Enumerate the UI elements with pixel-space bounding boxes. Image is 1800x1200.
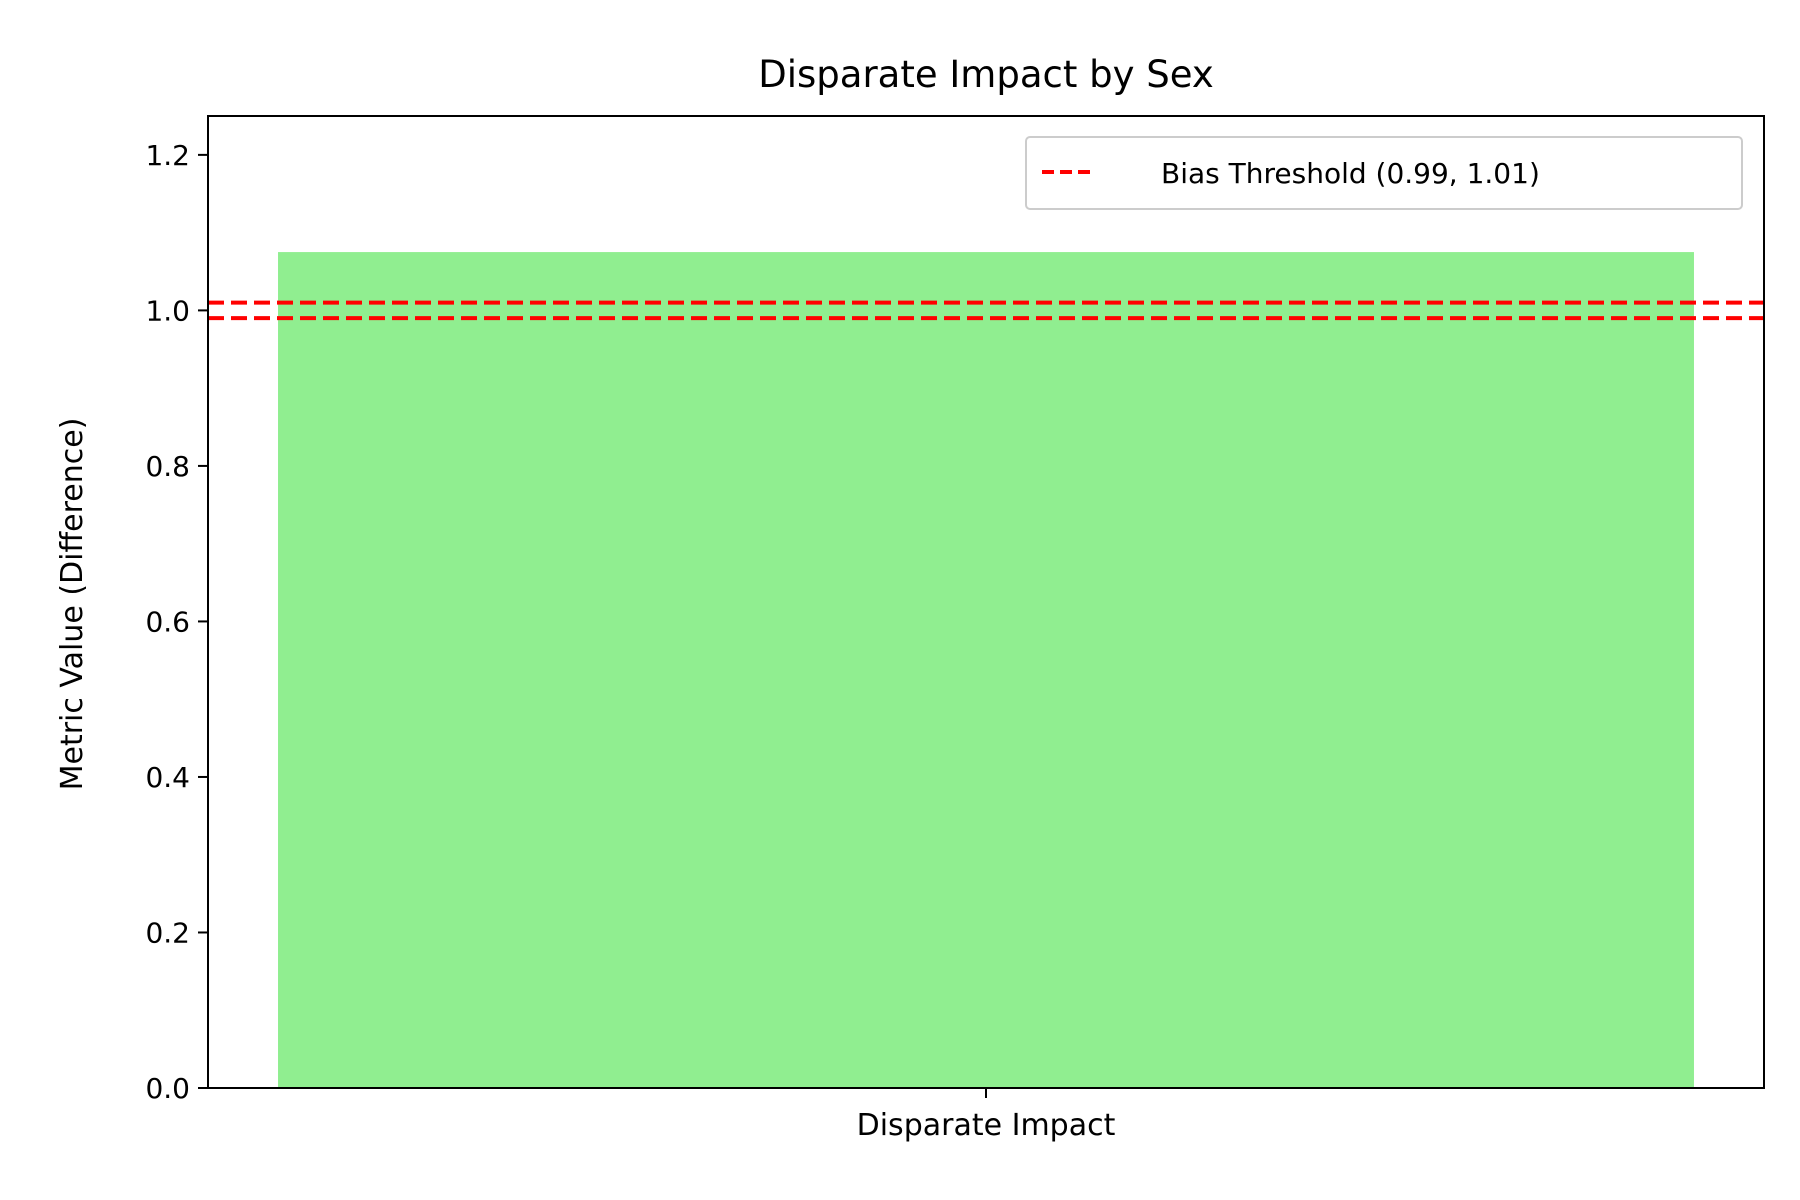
legend-box (1025, 136, 1743, 210)
y-tick-label: 0.2 (145, 916, 190, 949)
legend-entry-label: Bias Threshold (0.99, 1.01) (1161, 157, 1540, 190)
x-tick-label: Disparate Impact (857, 1108, 1116, 1143)
axes-frame (207, 115, 1765, 1089)
y-tick-label: 0.0 (145, 1072, 190, 1105)
y-tick-label: 1.0 (145, 294, 190, 327)
y-tick-label: 1.2 (145, 139, 190, 172)
bar-disparate-impact (278, 252, 1694, 1088)
y-tick-label: 0.4 (145, 761, 190, 794)
y-axis-label: Metric Value (Difference) (55, 418, 90, 791)
chart-title: Disparate Impact by Sex (758, 53, 1214, 96)
legend: Bias Threshold (0.99, 1.01) (1025, 136, 1743, 210)
y-tick-label: 0.6 (145, 605, 190, 638)
y-tick-label: 0.8 (145, 450, 190, 483)
plot-area: Disparate Impact 0.0 0.2 0.4 0.6 0.8 1.0 1.2 (145, 115, 1765, 1143)
